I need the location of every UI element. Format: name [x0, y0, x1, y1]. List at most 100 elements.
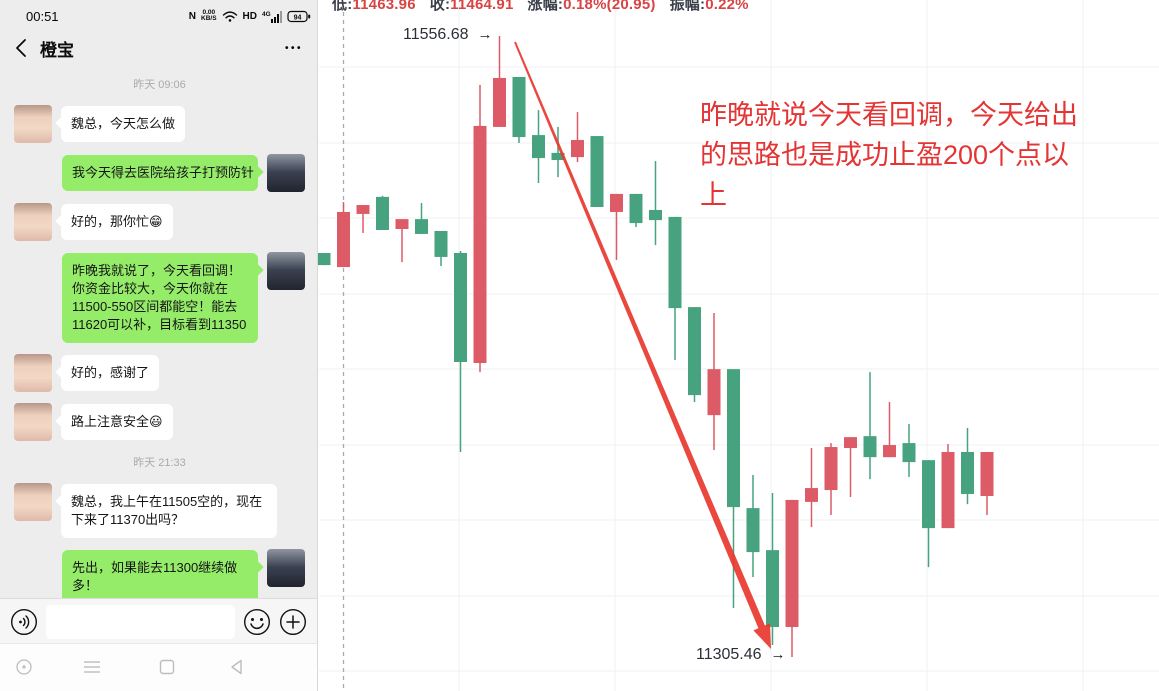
screenshot-nav-icon[interactable]	[15, 658, 33, 676]
self-avatar[interactable]	[267, 252, 305, 290]
candle	[337, 202, 350, 268]
candle	[746, 474, 760, 578]
candle	[629, 193, 643, 228]
contact-avatar[interactable]	[14, 105, 52, 143]
candle	[883, 402, 896, 458]
message-row: 路上注意安全😃	[14, 403, 305, 441]
ohlc-summary-bar: 低:11463.96 收:11464.91 涨幅:0.18%(20.95) 振幅:0.…	[332, 0, 763, 14]
ohlc-segment: 振幅:0.22%	[669, 0, 749, 13]
emoji-icon[interactable]	[243, 608, 271, 636]
trend-arrow	[514, 41, 771, 650]
signal-bars-icon: 4G	[262, 10, 282, 23]
candle	[668, 216, 682, 361]
contact-avatar[interactable]	[14, 483, 52, 521]
high-price-value: 11556.68	[403, 26, 469, 43]
candle	[493, 36, 506, 127]
conversation: 昨天 09:06 魏总，今天怎么做我今天得去医院给孩子打预防针 好的，那你忙😁 昨晚我…	[0, 68, 317, 598]
battery-icon: 94	[287, 10, 311, 22]
message-input[interactable]	[46, 604, 235, 639]
message-row: 先出，如果能去11300继续做多！	[14, 549, 305, 598]
candle	[902, 424, 916, 477]
candle	[415, 203, 428, 234]
ohlc-segment: 低:11463.96	[332, 0, 416, 13]
message-bubble: 好的，感谢了	[61, 355, 160, 391]
candle	[805, 448, 818, 528]
battery-percent: 94	[294, 14, 302, 21]
network-speed-indicator: 0.00 KB/S	[201, 8, 217, 22]
arrow-right-icon: →	[770, 646, 786, 663]
back-icon[interactable]	[14, 37, 28, 59]
chart-high-price-label: 11556.68 →	[403, 26, 493, 44]
status-bar: 00:51 N 0.00 KB/S HD 4G 94	[0, 0, 317, 28]
candle	[649, 161, 662, 246]
candle	[356, 205, 370, 233]
candle	[317, 252, 331, 266]
wechat-phone-panel: 00:51 N 0.00 KB/S HD 4G 94	[0, 0, 318, 691]
status-icons: N 0.00 KB/S HD 4G 94	[188, 8, 311, 23]
candle	[473, 84, 487, 373]
candle	[571, 112, 584, 163]
hd-icon: HD	[242, 10, 257, 22]
time-divider: 昨天 21:33	[133, 457, 186, 469]
candle	[688, 307, 701, 403]
chat-input-bar	[0, 598, 317, 644]
message-bubble: 魏总，今天怎么做	[61, 106, 186, 142]
time-divider: 昨天 09:06	[133, 79, 186, 91]
candle	[590, 136, 604, 208]
candle	[824, 443, 838, 516]
status-time: 00:51	[26, 8, 59, 24]
nfc-icon: N	[188, 10, 197, 22]
message-row: 昨晚我就说了，今天看回调！你资金比较大，今天你就在11500-550区间都能空！…	[14, 252, 305, 343]
candle	[376, 195, 389, 230]
plus-icon[interactable]	[279, 608, 307, 636]
candle	[980, 451, 994, 516]
network-type-label: 4G	[262, 11, 271, 18]
chat-title: 橙宝	[40, 40, 74, 60]
message-bubble: 先出，如果能去11300继续做多！	[62, 550, 258, 598]
message-bubble: 我今天得去医院给孩子打预防针	[62, 155, 258, 191]
contact-avatar[interactable]	[14, 203, 52, 241]
home-nav-icon[interactable]	[158, 658, 176, 676]
contact-avatar[interactable]	[14, 354, 52, 392]
arrow-right-icon: →	[477, 26, 493, 43]
message-bubble: 好的，那你忙😁	[61, 204, 173, 240]
low-price-value: 11305.46	[696, 646, 762, 663]
back-nav-icon[interactable]	[228, 658, 246, 676]
message-row: 好的，那你忙😁	[14, 203, 305, 241]
self-avatar[interactable]	[267, 154, 305, 192]
self-avatar[interactable]	[267, 549, 305, 587]
message-bubble: 昨晚我就说了，今天看回调！你资金比较大，今天你就在11500-550区间都能空！…	[62, 253, 258, 343]
candle	[395, 219, 409, 263]
contact-avatar[interactable]	[14, 403, 52, 441]
candle	[961, 427, 974, 505]
wifi-icon	[222, 11, 237, 22]
candle	[551, 126, 565, 178]
chart-low-price-label: 11305.46 →	[696, 646, 786, 664]
ohlc-segment: 收:11464.91	[429, 0, 514, 13]
message-bubble: 路上注意安全😃	[61, 404, 173, 440]
candle	[707, 313, 721, 450]
menu-nav-icon[interactable]	[82, 658, 102, 676]
candle	[454, 251, 467, 452]
chart-annotation-text: 昨晚就说今天看回调，今天给出的思路也是成功止盈200个点以上	[700, 100, 1078, 210]
ohlc-segment: 涨幅:0.18%(20.95)	[527, 0, 656, 13]
more-options-button[interactable]: •••	[284, 42, 303, 54]
candle	[844, 437, 857, 497]
candle	[922, 460, 935, 568]
candle	[434, 230, 448, 267]
message-row: 魏总，今天怎么做	[14, 105, 305, 143]
voice-input-icon[interactable]	[10, 608, 38, 636]
candle	[785, 499, 799, 657]
message-row: 好的，感谢了	[14, 354, 305, 392]
android-nav-bar	[0, 643, 317, 691]
candle	[941, 444, 955, 529]
candle	[532, 110, 545, 184]
chat-header: 橙宝 •••	[0, 28, 317, 68]
candle	[610, 193, 623, 260]
message-row: 我今天得去医院给孩子打预防针	[14, 154, 305, 192]
message-bubble: 魏总，我上午在11505空的，现在下来了11370出吗？	[61, 484, 277, 538]
candle	[863, 372, 877, 480]
message-row: 魏总，我上午在11505空的，现在下来了11370出吗？	[14, 483, 305, 538]
